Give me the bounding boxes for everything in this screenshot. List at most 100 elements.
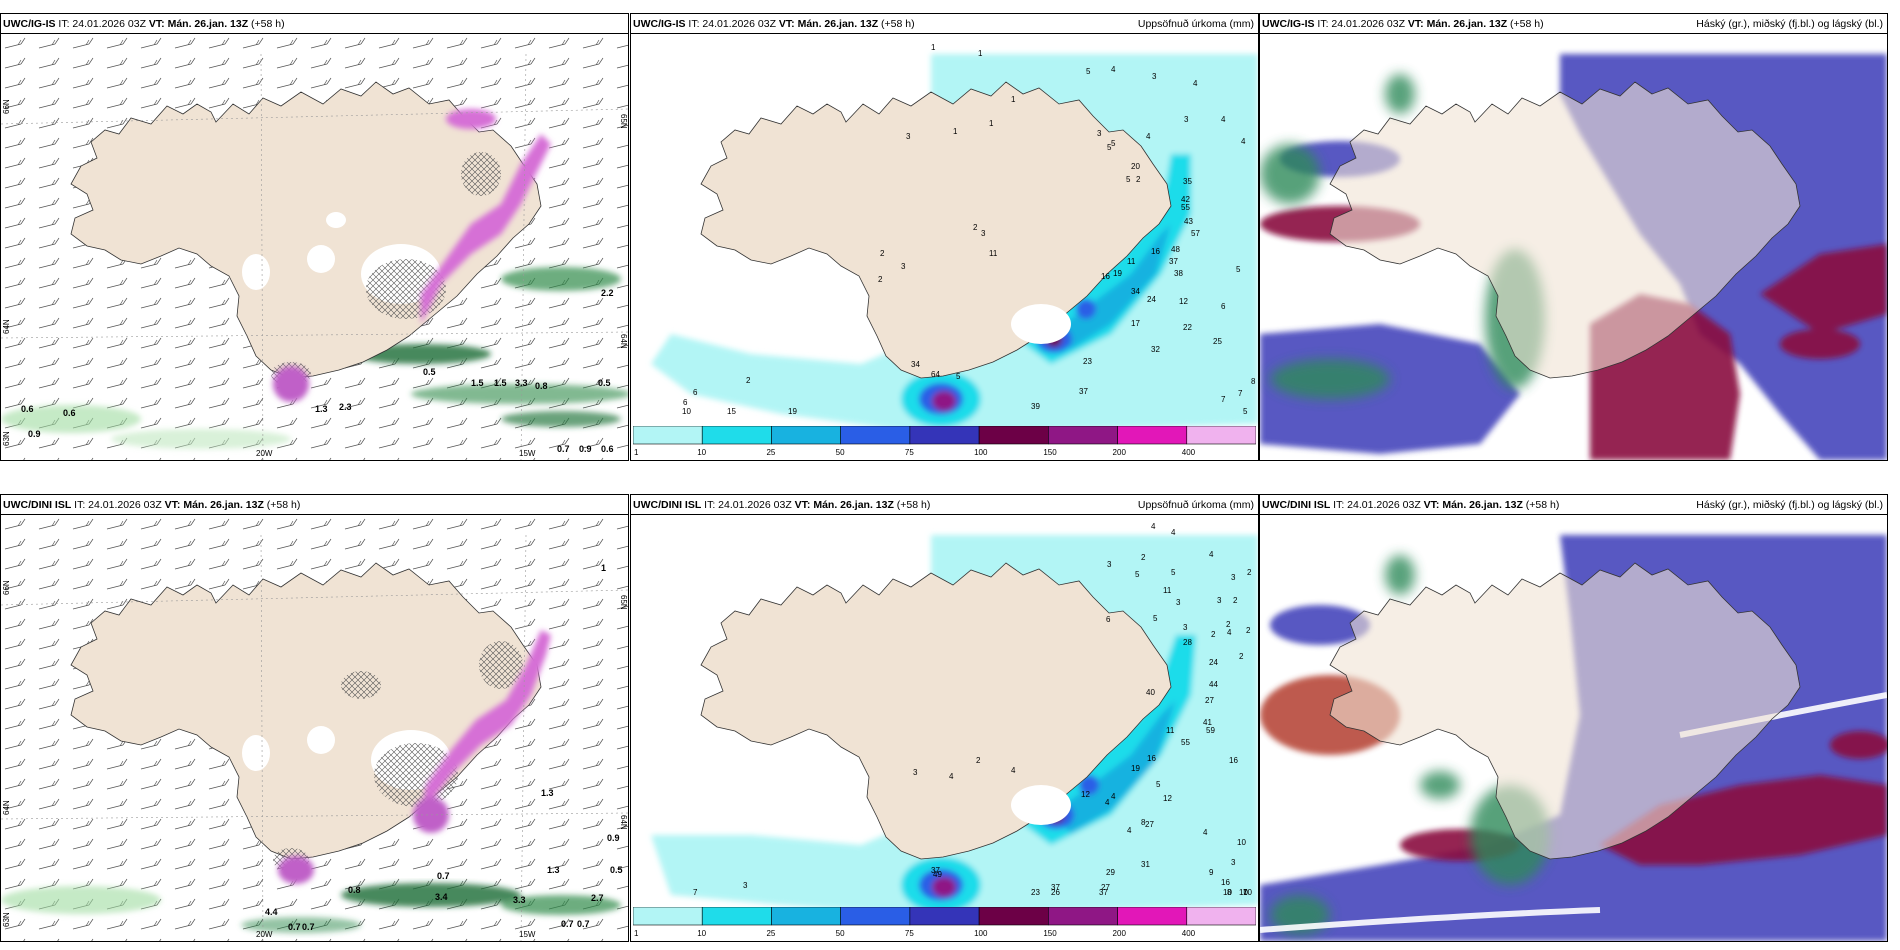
- init-time: IT: 24.01.2026 03Z: [1333, 499, 1421, 511]
- precip-value: 57: [1191, 229, 1200, 238]
- valid-time-label: VT:: [148, 18, 165, 30]
- valid-time: Mán. 26.jan. 13Z: [167, 18, 249, 30]
- precip-value: 4: [1011, 766, 1016, 775]
- precip-value: 41: [1203, 718, 1212, 727]
- colorbar-swatch: [632, 906, 703, 926]
- colorbar-swatch: [909, 425, 980, 445]
- colorbar-label: 10: [697, 448, 706, 457]
- wind-map[interactable]: 66N 64N 63N 65N 64N 20W 15W 0.6 0.6 0.9 0.5…: [1, 34, 628, 460]
- wind-gust-value: 1.5: [494, 378, 507, 388]
- wind-gust-value: 0.7: [288, 922, 301, 932]
- precip-value: 7: [693, 888, 698, 897]
- colorbar-label: 50: [836, 929, 845, 938]
- precip-value: 16: [1147, 754, 1156, 763]
- wind-gust-value: 2.7: [591, 893, 604, 903]
- precip-value: 5: [1156, 780, 1161, 789]
- wind-gust-value: 0.5: [598, 378, 611, 388]
- valid-time-label: VT:: [778, 18, 795, 30]
- colorbar-swatch: [632, 425, 703, 445]
- precip-value: 6: [693, 388, 698, 397]
- colorbar-swatch: [701, 425, 772, 445]
- precip-value: 19: [1131, 764, 1140, 773]
- colorbar-label: 400: [1182, 929, 1196, 938]
- colorbar-swatch: [909, 906, 980, 926]
- colorbar-label: 75: [905, 929, 914, 938]
- cloud-panel-bottom: UWC/DINI ISL IT: 24.01.2026 03Z VT: Mán.…: [1259, 494, 1888, 942]
- wind-gust-value: 0.8: [535, 381, 548, 391]
- precip-value: 5: [1107, 143, 1112, 152]
- wind-map[interactable]: 66N 64N 63N 65N 64N 20W 15W 1 0.8 0.7 0.5 3.…: [1, 515, 628, 941]
- lead-time: (+58 h): [896, 499, 931, 511]
- cloud-map[interactable]: [1260, 515, 1887, 941]
- wind-gust-value: 4.4: [265, 907, 278, 917]
- valid-time-label: VT:: [164, 499, 181, 511]
- precip-value: 15: [727, 407, 736, 416]
- wind-panel-top: UWC/IG-IS IT: 24.01.2026 03Z VT: Mán. 26…: [0, 13, 629, 461]
- precip-value: 16: [1229, 756, 1238, 765]
- colorbar-label: 150: [1043, 929, 1057, 938]
- lat-label: 63N: [2, 912, 11, 927]
- wind-gust-value: 0.7: [577, 919, 590, 929]
- precip-value: 3: [743, 881, 748, 890]
- precip-value: 3: [981, 229, 986, 238]
- precip-value: 28: [1183, 638, 1192, 647]
- colorbar-label: 25: [766, 448, 775, 457]
- wind-gust-value: 0.9: [579, 444, 592, 454]
- wind-gust-value: 0.7: [561, 919, 574, 929]
- wind-gust-value: 3.3: [515, 378, 528, 388]
- precip-value: 5: [1243, 407, 1248, 416]
- panel-header: UWC/IG-IS IT: 24.01.2026 03Z VT: Mán. 26…: [1, 14, 628, 34]
- panel-header: UWC/IG-IS IT: 24.01.2026 03Z VT: Mán. 26…: [631, 14, 1258, 34]
- wind-gust-value: 0.7: [437, 871, 450, 881]
- init-time: IT: 24.01.2026 03Z: [704, 499, 792, 511]
- colorbar-swatch: [978, 425, 1049, 445]
- model-name: UWC/DINI ISL: [633, 499, 702, 511]
- precip-value: 17: [1131, 319, 1140, 328]
- precip-value: 23: [1031, 888, 1040, 897]
- precip-value: 4: [1193, 79, 1198, 88]
- wind-gust-value: 0.6: [601, 444, 614, 454]
- colorbar-label: 100: [974, 929, 988, 938]
- precip-value: 2: [878, 275, 883, 284]
- model-name: UWC/DINI ISL: [3, 499, 72, 511]
- valid-time: Mán. 26.jan. 13Z: [813, 499, 894, 511]
- colorbar-label: 50: [836, 448, 845, 457]
- panel-header: UWC/DINI ISL IT: 24.01.2026 03Z VT: Mán.…: [1, 495, 628, 515]
- wind-gust-value: 0.6: [63, 408, 76, 418]
- lat-label: 64N: [2, 800, 11, 815]
- precip-value: 32: [1151, 345, 1160, 354]
- glaciers: [1011, 304, 1071, 344]
- precip-value: 39: [1031, 402, 1040, 411]
- valid-time: Mán. 26.jan. 13Z: [797, 18, 879, 30]
- precip-value: 16: [1151, 247, 1160, 256]
- precip-value: 19: [788, 407, 797, 416]
- precip-value: 1: [989, 119, 994, 128]
- colorbar-label: 150: [1043, 448, 1057, 457]
- model-name: UWC/DINI ISL: [1262, 499, 1331, 511]
- colorbar-label: 200: [1113, 929, 1127, 938]
- wind-gust-value: 2.3: [339, 402, 352, 412]
- wind-gust-value: 0.7: [302, 922, 315, 932]
- valid-time: Mán. 26.jan. 13Z: [183, 499, 264, 511]
- wind-gust-value: 0.5: [610, 865, 623, 875]
- valid-time: Mán. 26.jan. 13Z: [1442, 499, 1523, 511]
- lon-label: 20W: [256, 930, 273, 939]
- precip-value: 11: [1166, 726, 1175, 735]
- panel-header: UWC/IG-IS IT: 24.01.2026 03Z VT: Mán. 26…: [1260, 14, 1887, 34]
- lon-label: 15W: [519, 449, 536, 458]
- wind-panel-bottom: UWC/DINI ISL IT: 24.01.2026 03Z VT: Mán.…: [0, 494, 629, 942]
- cloud-map[interactable]: [1260, 34, 1887, 460]
- precip-value: 26: [1051, 888, 1060, 897]
- precip-value: 44: [1209, 680, 1218, 689]
- lead-time: (+58 h): [1525, 499, 1560, 511]
- precip-value: 37: [1079, 387, 1088, 396]
- precip-value: 12: [1081, 790, 1090, 799]
- valid-time-label: VT:: [1423, 499, 1440, 511]
- precip-value: 29: [1106, 868, 1115, 877]
- wind-gust-value: 3.3: [513, 895, 526, 905]
- colorbar-label: 100: [974, 448, 988, 457]
- precip-value: 5: [956, 372, 961, 381]
- precip-value: 3: [906, 132, 911, 141]
